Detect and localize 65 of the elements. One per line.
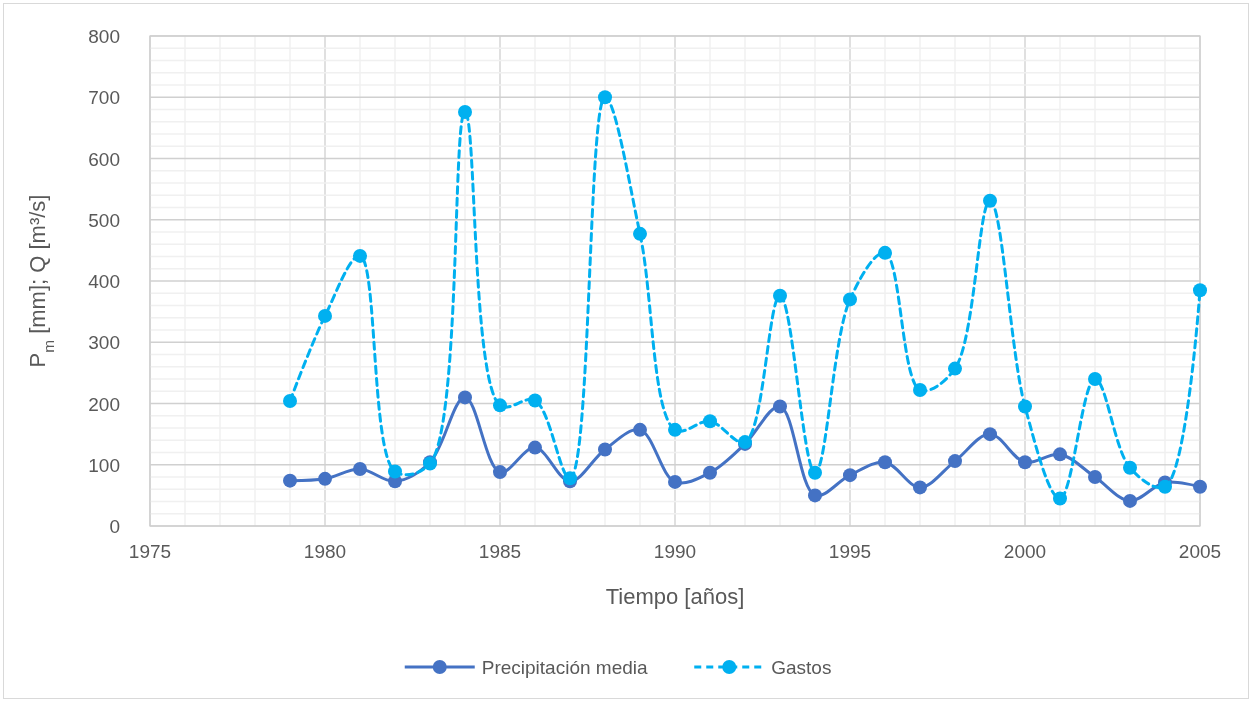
point [948, 454, 962, 469]
y-tick-label: 200 [88, 393, 120, 415]
point [283, 394, 297, 409]
point [983, 193, 997, 208]
x-tick-label: 1975 [128, 541, 172, 562]
point [318, 471, 332, 486]
point [913, 383, 927, 398]
point [388, 464, 402, 479]
point [1193, 479, 1207, 494]
point [1088, 372, 1102, 386]
point [878, 245, 892, 260]
x-tick-label: 1990 [653, 541, 697, 562]
point [1088, 470, 1102, 484]
point [1018, 399, 1032, 414]
point [1123, 460, 1137, 475]
point [353, 248, 367, 263]
point [773, 399, 787, 414]
point [1053, 447, 1067, 462]
point [318, 308, 332, 323]
legend-label: Precipitación media [481, 657, 648, 678]
x-tick-label: 2005 [1178, 541, 1222, 562]
y-tick-label: 300 [88, 332, 120, 354]
point [633, 422, 647, 437]
point [948, 361, 962, 376]
point [598, 90, 612, 105]
point [1158, 479, 1172, 494]
y-tick-label: 800 [88, 26, 120, 47]
point [808, 465, 822, 480]
point [1123, 493, 1137, 508]
point [983, 427, 997, 442]
point [808, 488, 822, 503]
y-tick-label: 100 [88, 454, 120, 476]
x-tick-label: 1985 [478, 541, 522, 562]
point [703, 465, 717, 480]
point [773, 288, 787, 303]
point [283, 473, 297, 488]
point [668, 474, 682, 489]
point [913, 480, 927, 495]
point [1193, 283, 1207, 298]
point [493, 398, 507, 413]
x-tick-label: 1995 [828, 541, 872, 562]
x-tick-label: 2000 [1003, 541, 1047, 562]
point [1053, 491, 1067, 506]
x-tick-label: 1980 [303, 541, 347, 562]
point [668, 422, 682, 437]
point [528, 393, 542, 408]
y-tick-label: 500 [88, 209, 120, 231]
point [598, 442, 612, 457]
point [353, 462, 367, 477]
point [703, 414, 717, 429]
x-axis-title: Tiempo [años] [605, 584, 745, 609]
point [633, 226, 647, 241]
point [493, 465, 507, 480]
point [458, 390, 472, 405]
point [843, 292, 857, 307]
point [458, 104, 472, 119]
point [878, 455, 892, 470]
y-tick-label: 400 [88, 271, 120, 292]
point [1018, 455, 1032, 470]
y-tick-label: 600 [88, 148, 120, 170]
y-tick-label: 0 [109, 516, 120, 537]
legend-label: Gastos [771, 657, 832, 678]
point [843, 468, 857, 483]
y-tick-label: 700 [88, 87, 120, 109]
point [528, 440, 542, 455]
